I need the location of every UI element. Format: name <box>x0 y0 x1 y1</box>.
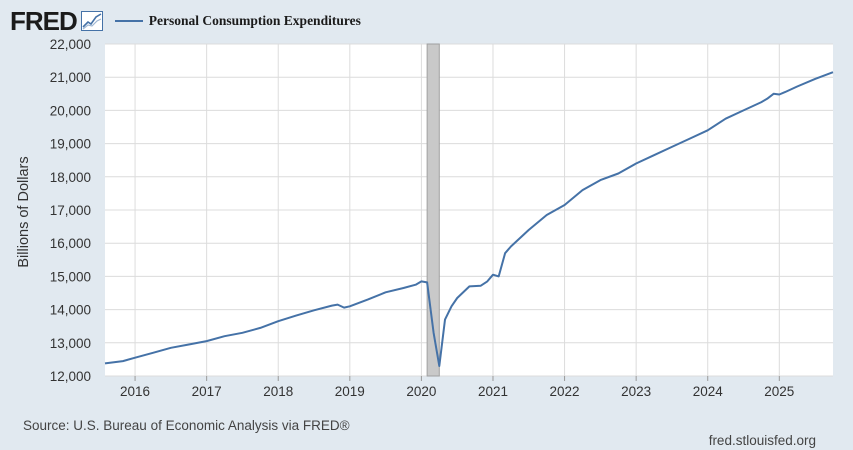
x-tick-label: 2019 <box>335 384 365 399</box>
legend-label: Personal Consumption Expenditures <box>148 13 361 28</box>
y-tick-label: 16,000 <box>50 236 91 251</box>
y-tick-label: 14,000 <box>50 303 91 318</box>
chart-legend: Personal Consumption Expenditures <box>114 13 361 29</box>
y-tick-label: 12,000 <box>50 369 91 384</box>
recession-shading <box>426 43 440 377</box>
x-tick-label: 2025 <box>764 384 794 399</box>
y-tick-label: 15,000 <box>50 269 91 284</box>
y-tick-label: 22,000 <box>50 37 91 52</box>
x-tick-label: 2017 <box>192 384 222 399</box>
y-tick-label: 19,000 <box>50 137 91 152</box>
y-tick-label: 13,000 <box>50 336 91 351</box>
x-tick-label: 2022 <box>550 384 580 399</box>
site-link[interactable]: fred.stlouisfed.org <box>708 433 816 448</box>
chart-header: FRED Personal Consumption Expenditures <box>10 6 361 36</box>
y-axis-label: Billions of Dollars <box>16 156 32 267</box>
x-tick-label: 2016 <box>120 384 150 399</box>
x-tick-label: 2018 <box>263 384 293 399</box>
x-tick-label: 2024 <box>693 384 724 399</box>
x-tick-label: 2020 <box>406 384 436 399</box>
x-tick-label: 2023 <box>621 384 651 399</box>
source-note: Source: U.S. Bureau of Economic Analysis… <box>23 418 350 433</box>
series-line-pce[interactable] <box>104 71 834 367</box>
y-tick-label: 21,000 <box>50 70 91 85</box>
legend-swatch <box>114 20 143 22</box>
line-chart-icon <box>80 11 103 31</box>
y-tick-label: 17,000 <box>50 203 91 218</box>
y-tick-label: 18,000 <box>50 170 91 185</box>
fred-logo[interactable]: FRED <box>10 6 78 36</box>
x-tick-label: 2021 <box>478 384 508 399</box>
y-tick-label: 20,000 <box>50 103 91 118</box>
